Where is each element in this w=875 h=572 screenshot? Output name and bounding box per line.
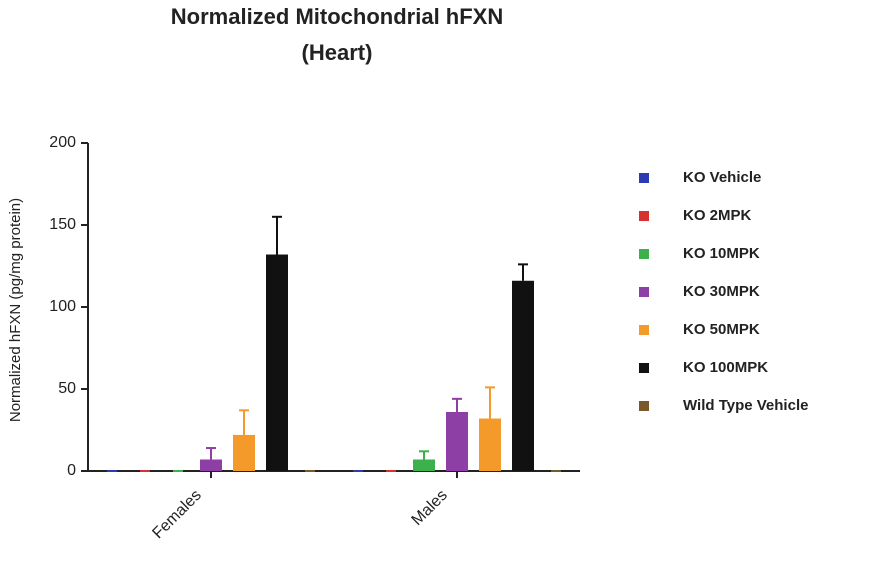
legend-label: KO 2MPK	[683, 207, 752, 224]
chart-subtitle: (Heart)	[302, 40, 373, 65]
x-tick-label: Females	[149, 487, 204, 542]
bar	[446, 411, 468, 471]
error-bar	[452, 397, 462, 412]
error-bar	[485, 386, 495, 419]
legend-label: Wild Type Vehicle	[683, 397, 808, 414]
error-bar	[419, 450, 429, 460]
legend-swatch	[639, 249, 649, 259]
bar	[266, 254, 288, 471]
legend-label: KO 30MPK	[683, 283, 760, 300]
error-bar	[272, 215, 282, 255]
y-tick-label: 200	[49, 134, 76, 151]
error-bar	[518, 263, 528, 281]
y-tick-label: 150	[49, 216, 76, 233]
legend-swatch	[639, 363, 649, 373]
legend-swatch	[639, 325, 649, 335]
chart-title: Normalized Mitochondrial hFXN	[171, 4, 503, 29]
bar	[512, 280, 534, 471]
legend-label: KO Vehicle	[683, 169, 761, 186]
legend-label: KO 100MPK	[683, 359, 768, 376]
error-bar	[206, 447, 216, 460]
error-bar	[239, 409, 249, 435]
x-tick-label: Males	[409, 487, 451, 529]
legend-swatch	[639, 401, 649, 411]
legend-swatch	[639, 211, 649, 221]
bar	[233, 434, 255, 471]
bar	[200, 459, 222, 471]
legend-label: KO 50MPK	[683, 321, 760, 338]
legend-swatch	[639, 287, 649, 297]
y-tick-label: 50	[58, 380, 76, 397]
y-tick-label: 0	[67, 462, 76, 479]
bar	[413, 459, 435, 471]
y-tick-label: 100	[49, 298, 76, 315]
legend-swatch	[639, 173, 649, 183]
legend-label: KO 10MPK	[683, 245, 760, 262]
y-axis-label: Normalized hFXN (pg/mg protein)	[7, 198, 24, 422]
bar	[479, 418, 501, 471]
